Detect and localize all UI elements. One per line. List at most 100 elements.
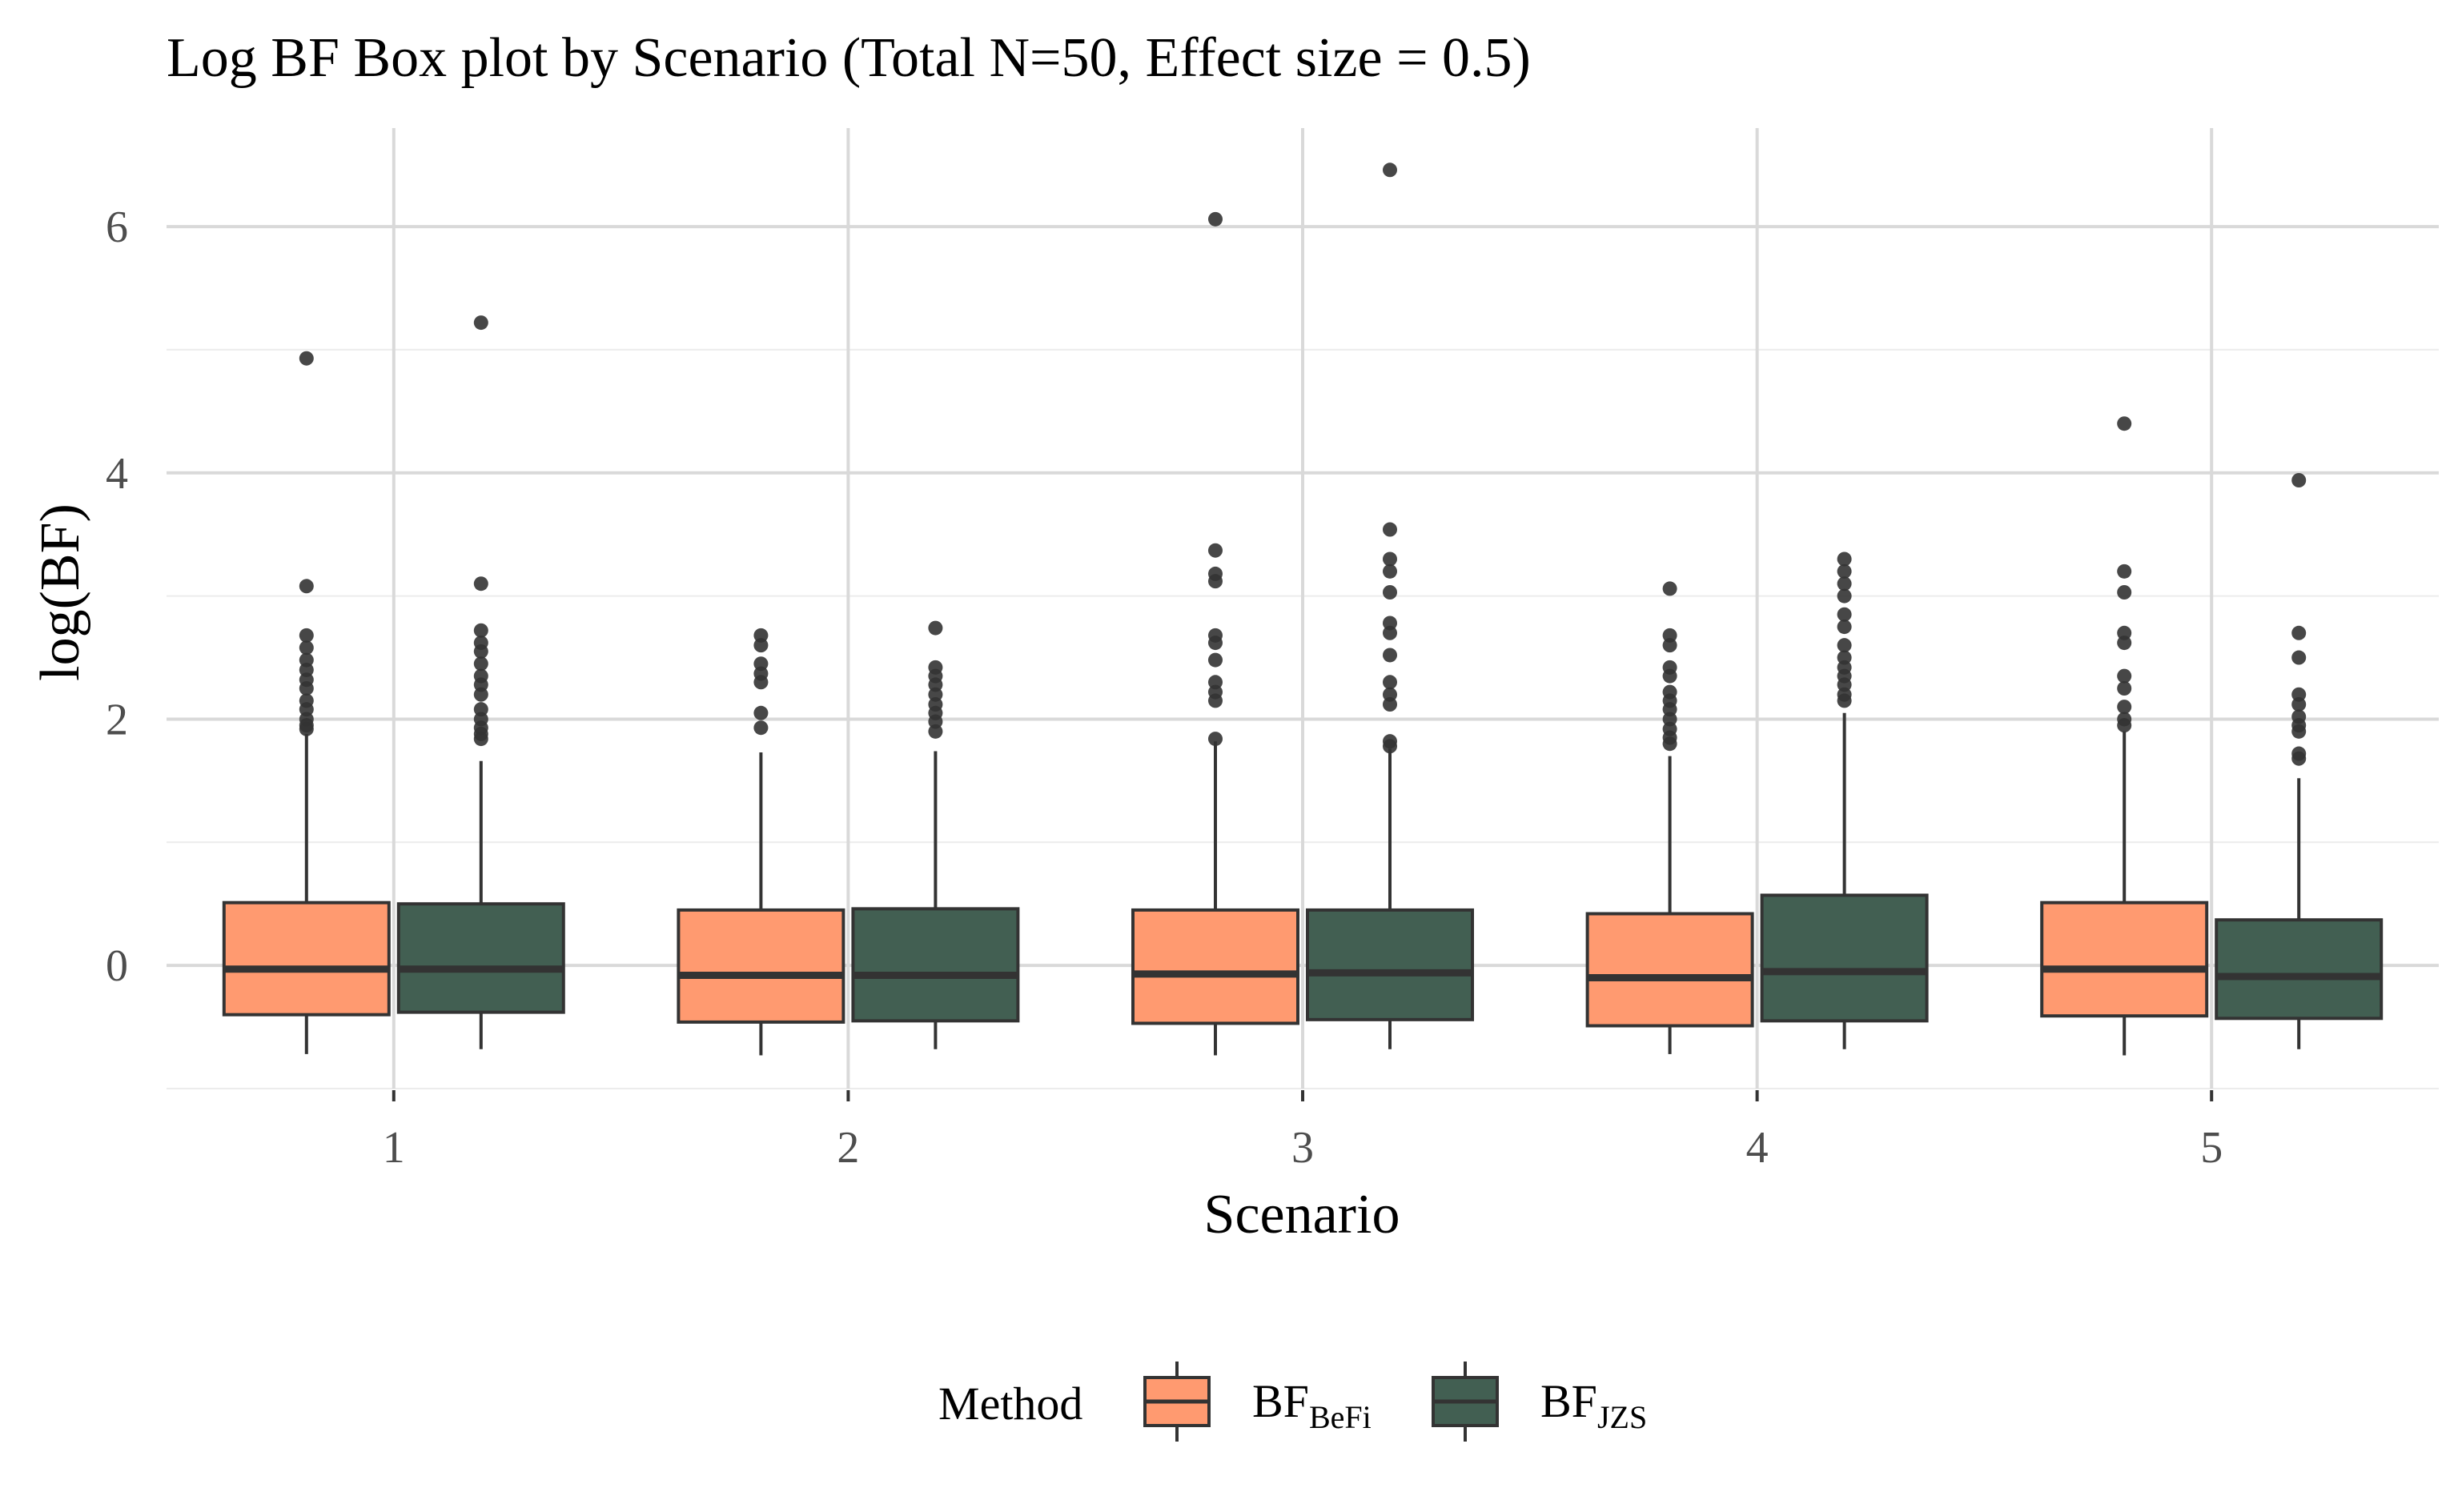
box-body [1760,893,1929,1023]
outlier-point [1208,652,1223,668]
outlier-point [928,660,943,675]
outlier-point [473,636,488,651]
outlier-point [1837,563,1852,579]
outlier-point [299,628,314,643]
legend-label-subscript: JZS [1597,1399,1647,1435]
grid-lines [167,128,2439,1089]
outlier-point [1837,551,1852,567]
outlier-point [2291,650,2307,665]
legend: Method BFBeFi BFJZS [938,1362,1647,1442]
outlier-point [2117,700,2132,715]
legend-title: Method [938,1378,1082,1430]
box-body [2040,900,2209,1018]
outlier-point [473,315,488,331]
outlier-point [2291,709,2307,724]
outlier-point [1383,734,1397,749]
outlier-point [473,687,488,702]
outlier-point [1662,638,1677,653]
outlier-point [1662,684,1677,700]
y-tick-label: 2 [106,695,128,744]
outlier-point [1383,585,1397,600]
outlier-point [1662,581,1677,596]
outlier-point [1383,687,1397,702]
x-tick-label: 2 [837,1123,859,1173]
box-body [851,907,1020,1023]
outlier-point [299,351,314,366]
box-series [222,162,2384,1056]
outlier-point [1837,687,1852,702]
box-befi-scenario-5 [2040,416,2209,1056]
outlier-point [1208,684,1223,700]
outlier-point [473,623,488,638]
outlier-point [928,687,943,702]
x-tick-label: 1 [383,1123,405,1173]
outlier-point [2117,636,2132,651]
outlier-point [299,693,314,708]
outlier-point [1837,650,1852,665]
chart-title: Log BF Box plot by Scenario (Total N=50,… [167,27,1531,89]
outlier-point [473,668,488,684]
outlier-point [299,712,314,727]
outlier-point [2117,585,2132,600]
box-jzs-scenario-1 [396,315,565,1049]
x-tick-label: 4 [1746,1123,1769,1173]
outlier-point [1383,551,1397,567]
box-body [396,902,565,1014]
outlier-point [299,640,314,656]
x-tick-label: 3 [1291,1123,1314,1173]
y-axis-title: log(BF) [30,503,91,681]
outlier-point [1208,543,1223,558]
outlier-point [1383,162,1397,178]
outlier-point [1383,522,1397,537]
outlier-point [2291,697,2307,712]
outlier-point [928,620,943,636]
outlier-point [1208,732,1223,747]
outlier-point [1837,576,1852,592]
outlier-point [473,576,488,592]
outlier-point [2117,416,2132,431]
y-tick-label: 6 [106,203,128,252]
x-tick-label: 5 [2200,1123,2223,1173]
outlier-point [473,712,488,727]
box-body [1131,908,1299,1025]
legend-label-base: BF [1540,1375,1597,1427]
box-befi-scenario-3 [1131,211,1299,1056]
x-axis-ticks: 1 2 3 4 5 [383,1090,2223,1173]
box-jzs-scenario-4 [1760,551,1929,1049]
outlier-point [1208,675,1223,690]
outlier-point [1208,628,1223,643]
box-befi-scenario-1 [222,351,391,1054]
outlier-point [1837,620,1852,635]
outlier-point [2291,473,2307,487]
outlier-point [753,720,769,736]
box-body [1306,908,1474,1021]
outlier-point [2291,746,2307,761]
outlier-point [1383,648,1397,663]
outlier-point [2117,563,2132,579]
outlier-point [753,656,769,672]
outlier-point [2117,625,2132,640]
outlier-point [1837,660,1852,675]
box-body [222,900,391,1017]
outlier-point [299,672,314,688]
box-jzs-scenario-2 [851,620,1020,1049]
y-axis-ticks: 0 2 4 6 [106,203,128,991]
legend-label-base: BF [1252,1375,1309,1427]
outlier-point [1837,638,1852,653]
outlier-point [1837,607,1852,622]
legend-label-subscript: BeFi [1309,1399,1372,1435]
box-jzs-scenario-3 [1306,162,1474,1049]
outlier-point [753,628,769,643]
legend-item-befi: BFBeFi [1143,1362,1372,1442]
legend-item-jzs: BFJZS [1432,1362,1647,1442]
outlier-point [1383,616,1397,631]
outlier-point [299,579,314,594]
outlier-point [473,656,488,672]
y-tick-label: 4 [106,449,128,499]
outlier-point [1383,563,1397,579]
outlier-point [473,702,488,717]
outlier-point [1383,697,1397,712]
y-tick-label: 0 [106,941,128,991]
